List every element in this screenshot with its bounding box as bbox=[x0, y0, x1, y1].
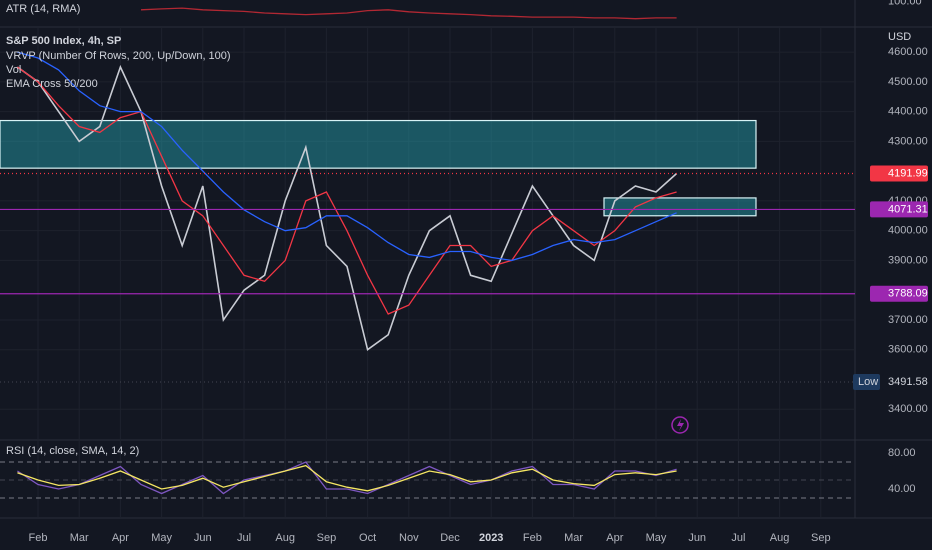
x-tick-label: Apr bbox=[112, 532, 129, 544]
y-tick-label: 3600.00 bbox=[888, 344, 928, 356]
x-tick-label: May bbox=[151, 532, 172, 544]
x-tick-label: Feb bbox=[29, 532, 48, 544]
axis: Feb Mar Apr May Jun Jul Aug Sep Oct Nov Dec 2023 Feb… bbox=[29, 0, 930, 544]
zone bbox=[603, 197, 757, 217]
grid bbox=[0, 27, 855, 518]
level-label: 4191.99 bbox=[888, 167, 928, 179]
indicator: Vol bbox=[6, 64, 21, 76]
x-tick-label: Feb bbox=[523, 532, 542, 544]
level-label-bg bbox=[870, 165, 928, 182]
y-tick-label: 4000.00 bbox=[888, 225, 928, 237]
low-label-bg bbox=[882, 373, 930, 390]
level-label: 3788.09 bbox=[888, 288, 928, 300]
plot bbox=[0, 7, 855, 499]
x-tick-label: Sep bbox=[317, 532, 337, 544]
x-tick-label: Apr bbox=[606, 532, 623, 544]
x-tick-label: Jul bbox=[237, 532, 251, 544]
indicator: EMA Cross 50/200 bbox=[6, 78, 98, 90]
alert-icon[interactable] bbox=[671, 416, 689, 434]
low-label: 3491.58 bbox=[888, 376, 928, 388]
rsi-title: RSI (14, close, SMA, 14, 2) bbox=[6, 445, 139, 457]
series-line bbox=[17, 51, 677, 262]
y-tick-label: 4500.00 bbox=[888, 76, 928, 88]
x-tick-label: Mar bbox=[564, 532, 583, 544]
atr-title: ATR (14, RMA) bbox=[6, 3, 80, 15]
series-line bbox=[17, 66, 677, 315]
x-tick-label: Aug bbox=[770, 532, 790, 544]
series-line bbox=[140, 7, 677, 20]
y-tick-label: 4600.00 bbox=[888, 46, 928, 58]
zone bbox=[0, 119, 757, 169]
y-tick-label: 3700.00 bbox=[888, 314, 928, 326]
series-line bbox=[16, 64, 678, 352]
y-tick-label: 3400.00 bbox=[888, 403, 928, 415]
y-tick-label: 40.00 bbox=[888, 483, 916, 495]
y-tick-label: 100.00 bbox=[888, 0, 922, 8]
x-tick-label: Sep bbox=[811, 532, 831, 544]
low-tag: Low bbox=[858, 376, 878, 388]
x-tick-label: Oct bbox=[359, 532, 376, 544]
x-tick-label: Dec bbox=[440, 532, 460, 544]
alert-icon-bolt bbox=[677, 419, 684, 431]
x-tick-label: Mar bbox=[70, 532, 89, 544]
y-tick-label: 3900.00 bbox=[888, 254, 928, 266]
y-tick-label: 80.00 bbox=[888, 447, 916, 459]
x-tick-label: Jul bbox=[731, 532, 745, 544]
level-label-bg bbox=[870, 285, 928, 302]
x-tick-label: Jun bbox=[688, 532, 706, 544]
currency: USD bbox=[888, 31, 911, 43]
low-tag-bg bbox=[853, 373, 880, 390]
x-tick-label: 2023 bbox=[479, 532, 503, 544]
x-tick-label: May bbox=[646, 532, 667, 544]
indicator: VRVP (Number Of Rows, 200, Up/Down, 100) bbox=[6, 50, 231, 62]
x-tick-label: Jun bbox=[194, 532, 212, 544]
symbol-title: S&P 500 Index, 4h, SP bbox=[6, 35, 121, 47]
y-tick-label: 4400.00 bbox=[888, 106, 928, 118]
x-tick-label: Aug bbox=[275, 532, 295, 544]
series-line bbox=[17, 461, 677, 495]
level-label-bg bbox=[870, 201, 928, 218]
series-line bbox=[17, 464, 677, 492]
x-tick-label: Nov bbox=[399, 532, 419, 544]
level-label: 4071.31 bbox=[888, 203, 928, 215]
y-tick-label: 4300.00 bbox=[888, 135, 928, 147]
